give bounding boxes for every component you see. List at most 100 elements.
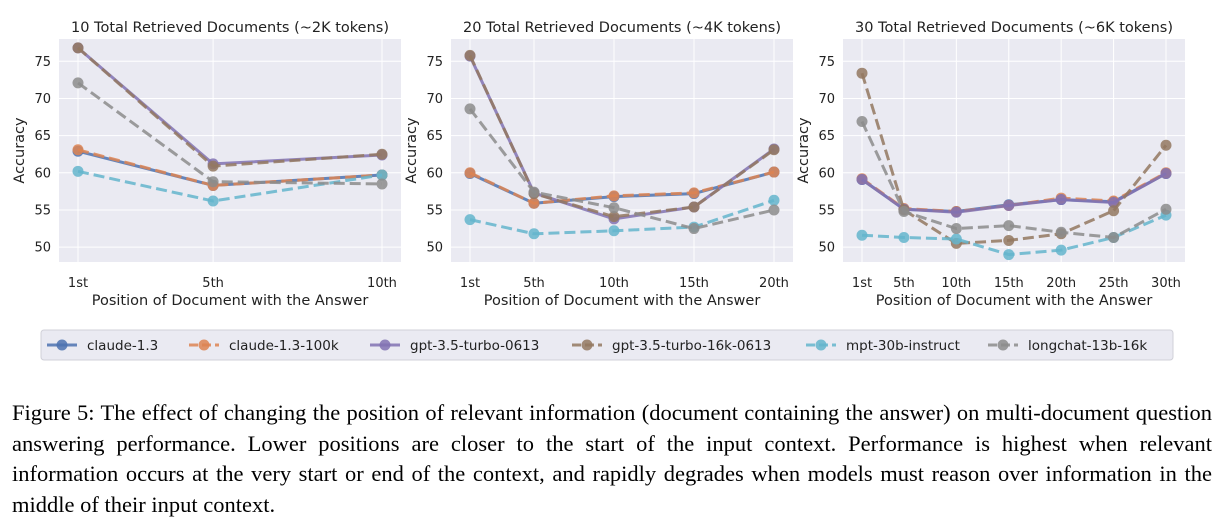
chart-panel-3: 50 55 60 65 70 75 1st 5th 10th 15th 20th 25th 30th 30…: [796, 20, 1185, 309]
data-point-gpt-3.5-turbo-16k-0613: [1003, 234, 1015, 246]
y-tick-label: 60: [818, 166, 835, 181]
y-tick-label: 50: [34, 241, 51, 256]
data-point-longchat-13b-16k: [72, 77, 84, 89]
x-tick-label: 10th: [941, 276, 971, 291]
data-point-longchat-13b-16k: [207, 176, 219, 188]
chart-panel-2: 50 55 60 65 70 75 1st 5th 10th 15th 20th 20 Total R…: [404, 20, 793, 309]
x-tick-label: 20th: [759, 276, 789, 291]
x-tick-label: 10th: [367, 276, 397, 291]
y-tick-label: 75: [426, 55, 443, 70]
data-point-longchat-13b-16k: [950, 223, 962, 235]
y-axis-label: Accuracy: [404, 117, 420, 184]
data-point-mpt-30b-instruct: [950, 233, 962, 245]
legend: claude-1.3 claude-1.3-100k gpt-3.5-turbo-0…: [40, 329, 1174, 361]
data-point-longchat-13b-16k: [856, 116, 868, 128]
x-tick-label: 20th: [1046, 276, 1076, 291]
data-point-mpt-30b-instruct: [1003, 249, 1015, 261]
x-tick-label: 5th: [202, 276, 224, 291]
legend-marker-claude-1.3-100k: [198, 339, 210, 351]
data-point-mpt-30b-instruct: [768, 194, 780, 206]
data-point-claude-1.3-100k: [528, 197, 540, 209]
data-point-gpt-3.5-turbo-0613: [1003, 200, 1015, 212]
data-point-gpt-3.5-turbo-16k-0613: [1108, 205, 1120, 217]
y-tick-label: 60: [426, 166, 443, 181]
legend-marker-gpt-3.5-turbo-0613: [379, 339, 391, 351]
data-point-mpt-30b-instruct: [1055, 244, 1067, 256]
data-point-gpt-3.5-turbo-0613: [856, 173, 868, 185]
data-point-gpt-3.5-turbo-16k-0613: [376, 148, 388, 160]
x-axis-label: Position of Document with the Answer: [876, 293, 1153, 309]
data-point-gpt-3.5-turbo-16k-0613: [72, 42, 84, 54]
chart-panel-1: 50 55 60 65 70 75 1st 5th 10th 10 Total Retrieved…: [12, 20, 401, 309]
y-tick-label: 55: [818, 203, 835, 218]
data-point-claude-1.3-100k: [608, 190, 620, 202]
data-point-gpt-3.5-turbo-16k-0613: [464, 49, 476, 61]
y-tick-label: 55: [426, 203, 443, 218]
data-point-mpt-30b-instruct: [898, 231, 910, 243]
legend-label-gpt-3.5-turbo-16k-0613: gpt-3.5-turbo-16k-0613: [612, 338, 771, 354]
data-point-gpt-3.5-turbo-16k-0613: [1160, 139, 1172, 151]
data-point-claude-1.3-100k: [688, 187, 700, 199]
data-point-gpt-3.5-turbo-16k-0613: [768, 144, 780, 156]
data-point-gpt-3.5-turbo-16k-0613: [207, 160, 219, 172]
data-point-claude-1.3-100k: [72, 144, 84, 156]
data-point-mpt-30b-instruct: [72, 165, 84, 177]
data-point-mpt-30b-instruct: [207, 195, 219, 207]
data-point-mpt-30b-instruct: [608, 225, 620, 237]
y-tick-label: 70: [426, 92, 443, 107]
y-axis-label: Accuracy: [796, 117, 812, 184]
y-tick-label: 65: [34, 129, 51, 144]
y-tick-label: 65: [818, 129, 835, 144]
data-point-gpt-3.5-turbo-16k-0613: [608, 211, 620, 223]
x-tick-label: 15th: [994, 276, 1024, 291]
data-point-longchat-13b-16k: [1055, 226, 1067, 238]
x-tick-label: 1st: [68, 276, 88, 291]
y-tick-label: 50: [426, 241, 443, 256]
x-tick-label: 5th: [893, 276, 915, 291]
chart-title: 20 Total Retrieved Documents (~4K tokens…: [463, 20, 781, 36]
data-point-mpt-30b-instruct: [464, 214, 476, 226]
x-axis-label: Position of Document with the Answer: [92, 293, 369, 309]
legend-label-claude-1.3-100k: claude-1.3-100k: [229, 338, 339, 354]
data-point-longchat-13b-16k: [898, 205, 910, 217]
legend-marker-gpt-3.5-turbo-16k-0613: [581, 339, 593, 351]
chart-title: 10 Total Retrieved Documents (~2K tokens…: [71, 20, 389, 36]
y-tick-label: 50: [818, 241, 835, 256]
data-point-mpt-30b-instruct: [528, 228, 540, 240]
data-point-gpt-3.5-turbo-0613: [1055, 194, 1067, 206]
data-point-longchat-13b-16k: [768, 204, 780, 216]
data-point-longchat-13b-16k: [528, 186, 540, 198]
x-tick-label: 25th: [1099, 276, 1129, 291]
data-point-gpt-3.5-turbo-16k-0613: [856, 67, 868, 79]
data-point-longchat-13b-16k: [1003, 220, 1015, 232]
data-point-longchat-13b-16k: [608, 202, 620, 214]
legend-label-gpt-3.5-turbo-0613: gpt-3.5-turbo-0613: [410, 338, 539, 354]
x-tick-label: 5th: [523, 276, 545, 291]
data-point-longchat-13b-16k: [464, 103, 476, 115]
legend-box: [40, 329, 1174, 361]
y-tick-label: 70: [34, 92, 51, 107]
y-tick-label: 75: [34, 55, 51, 70]
data-point-gpt-3.5-turbo-16k-0613: [688, 201, 700, 213]
x-tick-label: 10th: [599, 276, 629, 291]
y-tick-label: 70: [818, 92, 835, 107]
data-point-longchat-13b-16k: [376, 178, 388, 190]
legend-label-mpt-30b-instruct: mpt-30b-instruct: [846, 338, 960, 354]
x-axis-label: Position of Document with the Answer: [484, 293, 761, 309]
x-tick-label: 30th: [1151, 276, 1181, 291]
y-tick-label: 55: [34, 203, 51, 218]
data-point-claude-1.3-100k: [768, 166, 780, 178]
y-tick-label: 60: [34, 166, 51, 181]
x-tick-label: 1st: [852, 276, 872, 291]
data-point-longchat-13b-16k: [688, 223, 700, 235]
legend-marker-mpt-30b-instruct: [815, 339, 827, 351]
x-tick-label: 1st: [460, 276, 480, 291]
data-point-mpt-30b-instruct: [856, 229, 868, 241]
data-point-longchat-13b-16k: [1160, 203, 1172, 215]
data-point-mpt-30b-instruct: [376, 169, 388, 181]
plot-area: [59, 39, 401, 262]
y-axis-label: Accuracy: [12, 117, 28, 184]
y-tick-label: 65: [426, 129, 443, 144]
plot-area: [451, 39, 793, 262]
